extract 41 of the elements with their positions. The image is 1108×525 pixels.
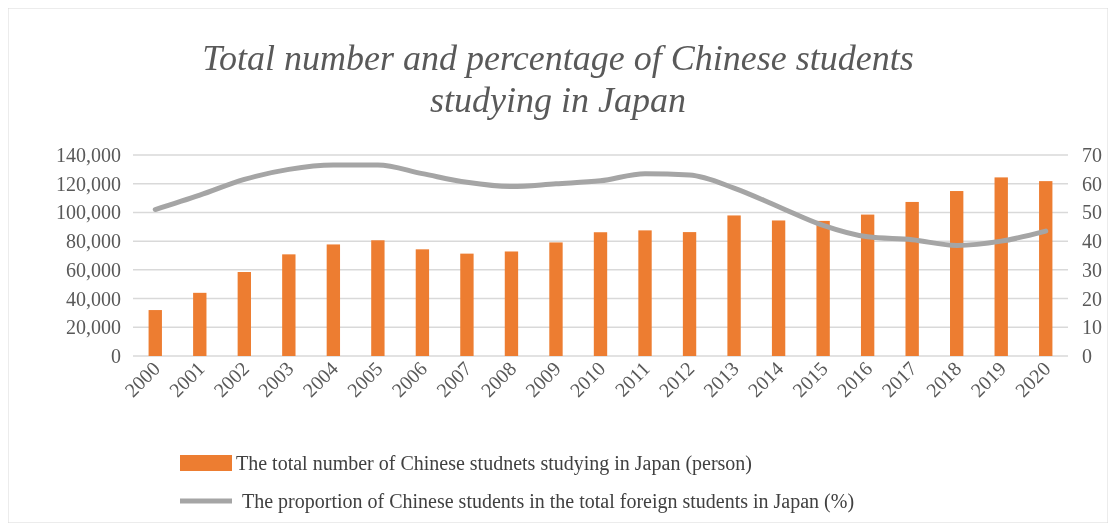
x-tick-label: 2011 [610,357,654,401]
y-tick-label: 20,000 [66,316,121,339]
bar [460,253,474,356]
bar [237,272,251,356]
y-tick-label: 0 [111,345,121,367]
chart-title: Total number and percentage of Chinese students studying in Japan [202,38,914,120]
bar [950,191,964,356]
bar [504,251,519,356]
legend-label: The proportion of Chinese students in the total foreign students in Japan (%) [242,490,855,513]
bar [816,220,830,356]
bar [727,215,741,356]
y2-tick-label: 30 [1082,258,1102,281]
bar [994,177,1008,356]
y2-tick-label: 60 [1082,172,1102,195]
y2-tick-label: 10 [1082,316,1102,339]
y2-tick-label: 20 [1082,287,1102,310]
y2-tick-label: 0 [1082,345,1092,367]
y-tick-label: 120,000 [56,172,121,195]
y2-tick-label: 70 [1082,144,1102,166]
bar [638,230,652,356]
bar [682,232,697,356]
y-tick-label: 40,000 [66,287,121,310]
y-tick-label: 80,000 [66,230,121,253]
y2-tick-label: 40 [1082,230,1102,253]
legend-label: The total number of Chinese studnets studying in Japan (person) [236,452,753,475]
bar [860,214,875,356]
bar [282,254,296,356]
y2-tick-label: 50 [1082,201,1102,224]
bar [1039,181,1053,356]
bar [326,244,341,356]
bar [771,220,786,356]
y-tick-label: 60,000 [66,258,121,281]
bar [415,249,430,356]
bar [549,242,563,356]
bar [193,292,207,356]
bar [593,232,608,356]
bar [371,240,385,356]
bar [905,201,919,356]
bar [148,310,162,356]
y-tick-label: 100,000 [56,201,121,224]
y-tick-label: 140,000 [56,144,121,166]
